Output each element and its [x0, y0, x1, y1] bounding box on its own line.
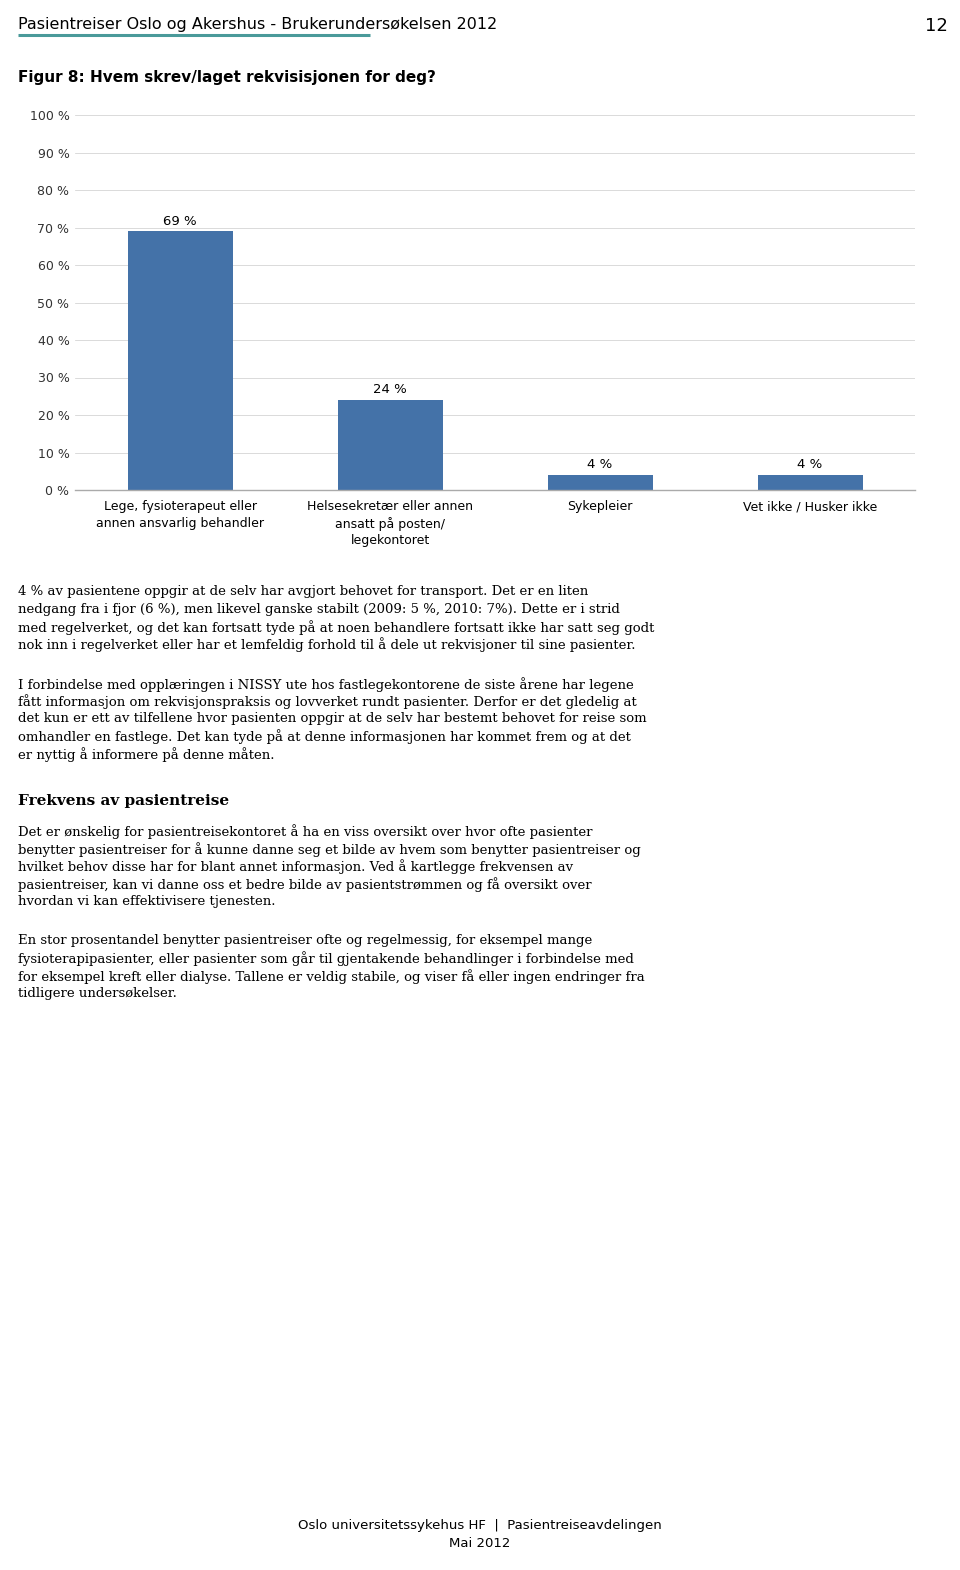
Text: Mai 2012: Mai 2012	[449, 1537, 511, 1550]
Text: fått informasjon om rekvisjonspraksis og lovverket rundt pasienter. Derfor er de: fått informasjon om rekvisjonspraksis og…	[18, 694, 636, 710]
Text: nok inn i regelverket eller har et lemfeldig forhold til å dele ut rekvisjoner t: nok inn i regelverket eller har et lemfe…	[18, 637, 636, 653]
Bar	[128, 231, 232, 490]
Text: nedgang fra i fjor (6 %), men likevel ganske stabilt (2009: 5 %, 2010: 7%). Dett: nedgang fra i fjor (6 %), men likevel ga…	[18, 603, 620, 615]
Text: 24 %: 24 %	[373, 383, 407, 396]
Bar	[547, 476, 653, 490]
Text: En stor prosentandel benytter pasientreiser ofte og regelmessig, for eksempel ma: En stor prosentandel benytter pasientrei…	[18, 934, 592, 947]
Text: 4 %: 4 %	[588, 458, 612, 471]
Text: 4 %: 4 %	[798, 458, 823, 471]
Text: Figur 8: Hvem skrev/laget rekvisisjonen for deg?: Figur 8: Hvem skrev/laget rekvisisjonen …	[18, 71, 436, 85]
Text: fysioterapipasienter, eller pasienter som går til gjentakende behandlinger i for: fysioterapipasienter, eller pasienter so…	[18, 951, 634, 967]
Text: for eksempel kreft eller dialyse. Tallene er veldig stabile, og viser få eller i: for eksempel kreft eller dialyse. Tallen…	[18, 969, 645, 984]
Text: Det er ønskelig for pasientreisekontoret å ha en viss oversikt over hvor ofte pa: Det er ønskelig for pasientreisekontoret…	[18, 824, 592, 840]
Text: I forbindelse med opplæringen i NISSY ute hos fastlegekontorene de siste årene h: I forbindelse med opplæringen i NISSY ut…	[18, 677, 634, 692]
Text: ansatt på posten/: ansatt på posten/	[335, 517, 445, 531]
Text: det kun er ett av tilfellene hvor pasienten oppgir at de selv har bestemt behove: det kun er ett av tilfellene hvor pasien…	[18, 713, 647, 725]
Text: annen ansvarlig behandler: annen ansvarlig behandler	[96, 517, 264, 531]
Text: med regelverket, og det kan fortsatt tyde på at noen behandlere fortsatt ikke ha: med regelverket, og det kan fortsatt tyd…	[18, 620, 655, 634]
Text: omhandler en fastlege. Det kan tyde på at denne informasjonen har kommet frem og: omhandler en fastlege. Det kan tyde på a…	[18, 730, 631, 744]
Text: Helsesekretær eller annen: Helsesekretær eller annen	[307, 499, 473, 513]
Text: hvilket behov disse har for blant annet informasjon. Ved å kartlegge frekvensen : hvilket behov disse har for blant annet …	[18, 859, 573, 874]
Text: 4 % av pasientene oppgir at de selv har avgjort behovet for transport. Det er en: 4 % av pasientene oppgir at de selv har …	[18, 586, 588, 598]
Text: benytter pasientreiser for å kunne danne seg et bilde av hvem som benytter pasie: benytter pasientreiser for å kunne danne…	[18, 842, 640, 857]
Text: Sykepleier: Sykepleier	[567, 499, 633, 513]
Text: pasientreiser, kan vi danne oss et bedre bilde av pasientstrømmen og få oversikt: pasientreiser, kan vi danne oss et bedre…	[18, 878, 591, 892]
Text: Vet ikke / Husker ikke: Vet ikke / Husker ikke	[743, 499, 877, 513]
Text: Oslo universitetssykehus HF  |  Pasientreiseavdelingen: Oslo universitetssykehus HF | Pasientrei…	[299, 1520, 661, 1532]
Bar	[338, 400, 443, 490]
Text: hvordan vi kan effektivisere tjenesten.: hvordan vi kan effektivisere tjenesten.	[18, 895, 276, 907]
Bar	[757, 476, 862, 490]
Text: Pasientreiser Oslo og Akershus - Brukerundersøkelsen 2012: Pasientreiser Oslo og Akershus - Brukeru…	[18, 17, 497, 31]
Text: legekontoret: legekontoret	[350, 534, 430, 546]
Text: Lege, fysioterapeut eller: Lege, fysioterapeut eller	[104, 499, 256, 513]
Text: Frekvens av pasientreise: Frekvens av pasientreise	[18, 794, 229, 809]
Text: 69 %: 69 %	[163, 215, 197, 228]
Text: 12: 12	[925, 17, 948, 35]
Text: er nyttig å informere på denne måten.: er nyttig å informere på denne måten.	[18, 747, 275, 761]
Text: tidligere undersøkelser.: tidligere undersøkelser.	[18, 986, 177, 1000]
